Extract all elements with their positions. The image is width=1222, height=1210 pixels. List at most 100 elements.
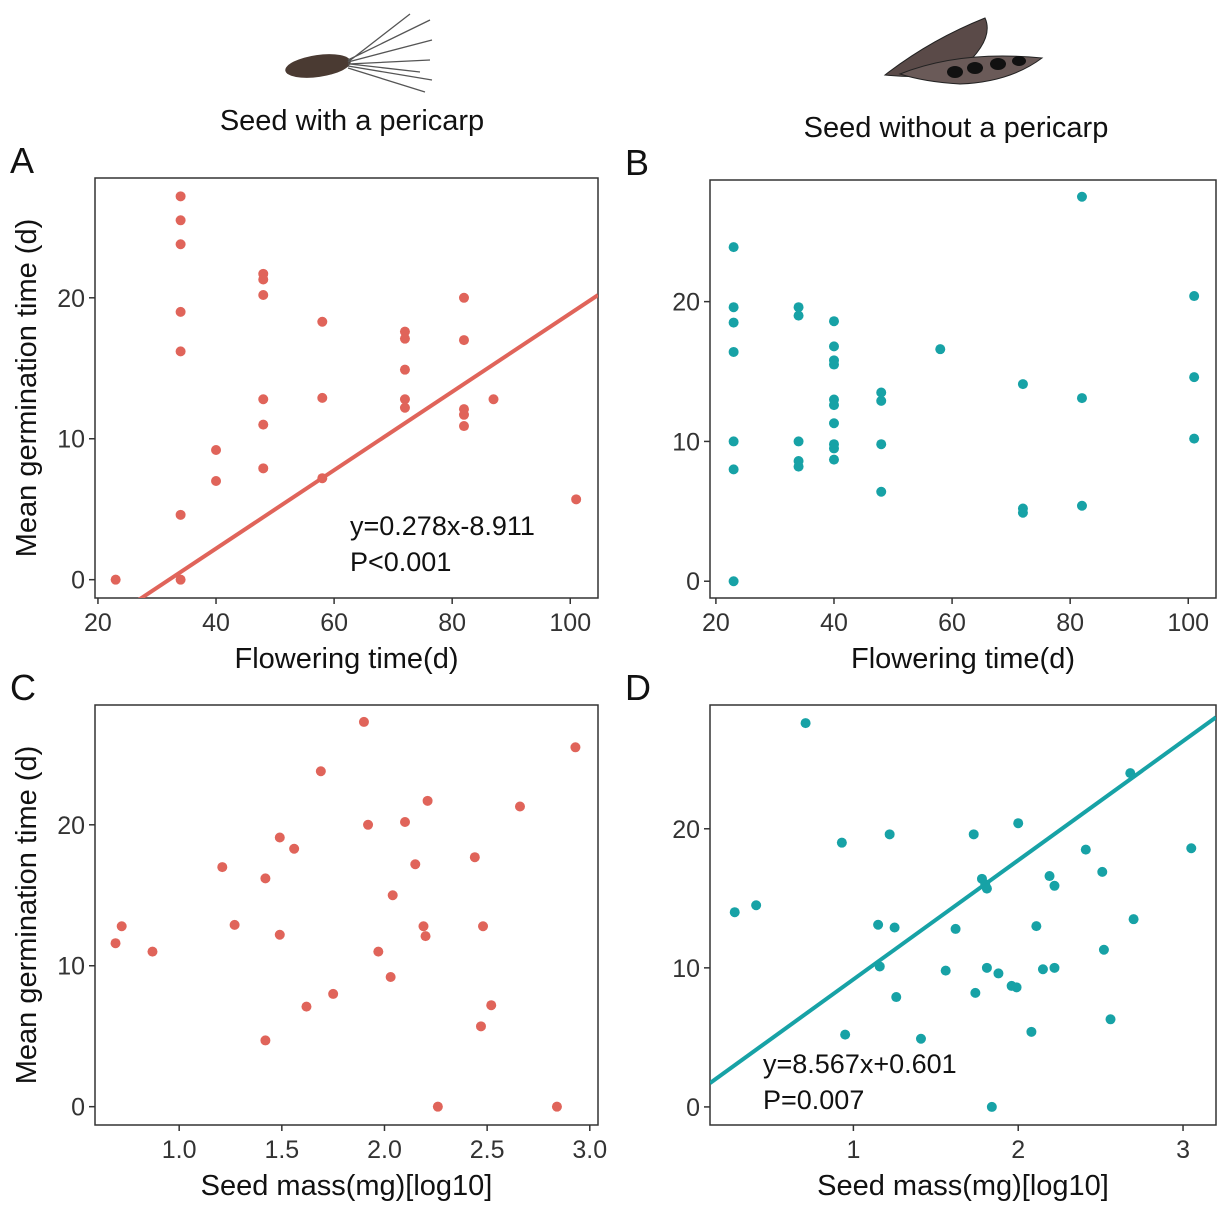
y-tick-label: 0 xyxy=(686,568,700,596)
point xyxy=(876,395,887,406)
column-title: Seed with a pericarp xyxy=(220,105,484,137)
x-tick-label: 2.5 xyxy=(470,1136,505,1164)
point xyxy=(986,1101,997,1112)
point xyxy=(211,476,222,487)
point xyxy=(950,923,961,934)
point xyxy=(258,274,269,285)
x-tick-label: 1.0 xyxy=(162,1136,197,1164)
x-tick-label: 2.0 xyxy=(367,1136,402,1164)
point xyxy=(1017,379,1028,390)
point xyxy=(891,992,902,1003)
point xyxy=(363,819,374,830)
point xyxy=(1017,507,1028,518)
point xyxy=(478,921,489,932)
panel-label: B xyxy=(625,142,649,183)
point xyxy=(373,946,384,957)
point xyxy=(873,919,884,930)
point xyxy=(260,873,271,884)
point xyxy=(110,574,121,585)
x-tick-label: 3.0 xyxy=(572,1136,607,1164)
point xyxy=(274,929,285,940)
point xyxy=(728,242,739,253)
point xyxy=(458,421,469,432)
point xyxy=(570,742,581,753)
plot-frame xyxy=(94,704,599,1126)
panel: C 1.0 1.5 2.0 2.5 3.0 0 10 20 Seed mass(mg)[log10… xyxy=(10,667,607,1202)
point xyxy=(1189,372,1200,383)
point xyxy=(728,346,739,357)
point xyxy=(1076,191,1087,202)
point xyxy=(968,829,979,840)
point xyxy=(211,445,222,456)
point xyxy=(1080,844,1091,855)
point xyxy=(1076,393,1087,404)
point xyxy=(828,359,839,370)
point xyxy=(399,326,410,337)
point xyxy=(793,302,804,313)
point xyxy=(258,463,269,474)
point xyxy=(420,931,431,942)
point xyxy=(217,862,228,873)
point xyxy=(175,574,186,585)
x-tick-label: 40 xyxy=(202,609,230,637)
point xyxy=(1026,1026,1037,1037)
point xyxy=(935,344,946,355)
point xyxy=(358,716,369,727)
point xyxy=(1189,433,1200,444)
x-axis-label: Seed mass(mg)[log10] xyxy=(817,1170,1109,1202)
y-tick-label: 0 xyxy=(686,1094,700,1122)
point xyxy=(317,473,328,484)
x-tick-label: 1 xyxy=(846,1136,860,1164)
point xyxy=(258,394,269,405)
point xyxy=(1097,866,1108,877)
panel-label: A xyxy=(10,140,34,181)
point xyxy=(110,938,121,949)
point xyxy=(751,900,762,911)
y-axis-label: Mean germination time (d) xyxy=(11,746,43,1084)
point xyxy=(1049,962,1060,973)
point xyxy=(432,1101,443,1112)
point xyxy=(486,1000,497,1011)
point xyxy=(458,292,469,303)
point xyxy=(475,1021,486,1032)
point xyxy=(488,394,499,405)
point xyxy=(993,968,1004,979)
point xyxy=(258,289,269,300)
x-tick-label: 20 xyxy=(84,609,112,637)
point xyxy=(317,316,328,327)
x-tick-label: 100 xyxy=(549,609,591,637)
point xyxy=(458,335,469,346)
point xyxy=(458,409,469,420)
point xyxy=(828,316,839,327)
point xyxy=(274,832,285,843)
point xyxy=(514,801,525,812)
point xyxy=(387,890,398,901)
point xyxy=(1098,944,1109,955)
point xyxy=(889,922,900,933)
column-title: Seed without a pericarp xyxy=(804,112,1109,144)
panel-label: D xyxy=(625,667,651,708)
point xyxy=(876,387,887,398)
pod-icon xyxy=(883,17,1044,85)
plot-frame xyxy=(709,704,1217,1126)
panel: D 1 2 3 0 10 20 Seed mass(mg)[log10] y=8.567x+0.… xyxy=(625,667,1217,1202)
point xyxy=(175,306,186,317)
y-tick-label: 10 xyxy=(57,953,85,981)
point xyxy=(940,965,951,976)
point xyxy=(317,392,328,403)
point xyxy=(1049,880,1060,891)
point xyxy=(828,454,839,465)
point xyxy=(400,816,411,827)
point xyxy=(793,436,804,447)
point xyxy=(385,972,396,983)
point xyxy=(1076,500,1087,511)
point xyxy=(836,837,847,848)
y-tick-label: 10 xyxy=(57,426,85,454)
point xyxy=(728,302,739,313)
point xyxy=(800,718,811,729)
point xyxy=(399,394,410,405)
x-tick-label: 20 xyxy=(702,609,730,637)
x-axis-label: Flowering time(d) xyxy=(851,643,1075,675)
point xyxy=(147,946,158,957)
